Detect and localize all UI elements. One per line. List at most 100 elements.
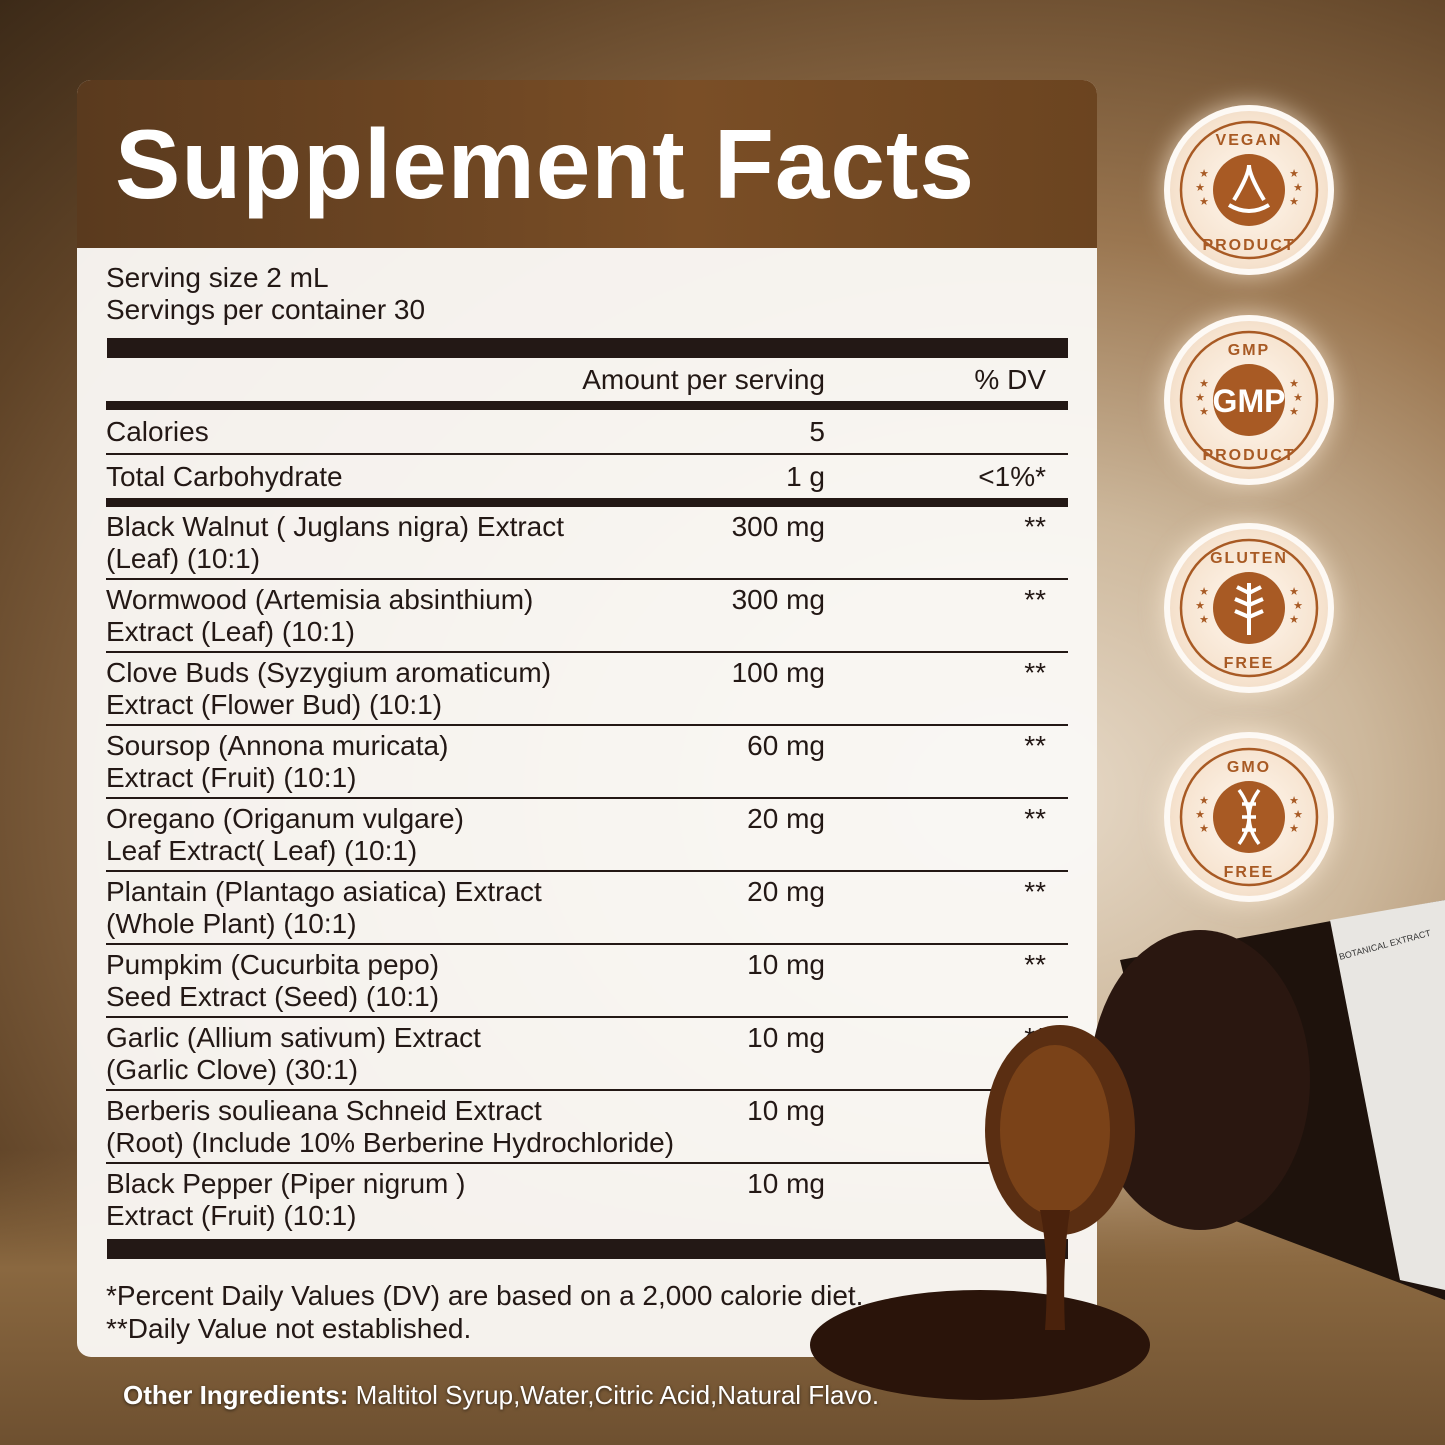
dna-icon <box>1237 788 1261 846</box>
divider <box>107 338 1068 358</box>
svg-text:★: ★ <box>1199 406 1209 418</box>
svg-text:★: ★ <box>1199 795 1209 807</box>
ingredient-row: Oregano (Origanum vulgare) Leaf Extract( … <box>106 799 1068 870</box>
svg-text:★: ★ <box>1289 614 1299 626</box>
ingredient-amount: 20 mg <box>747 876 825 907</box>
svg-text:★: ★ <box>1293 182 1303 194</box>
ingredient-amount: 20 mg <box>747 803 825 834</box>
svg-text:★: ★ <box>1195 392 1205 404</box>
svg-text:★: ★ <box>1195 809 1205 821</box>
ingredient-amount: 300 mg <box>731 511 825 542</box>
divider <box>106 453 1068 455</box>
badge-top-text: GMO <box>1227 759 1271 776</box>
ingredient-amount: 10 mg <box>747 1168 825 1199</box>
nutrient-name: Total Carbohydrate <box>106 460 343 492</box>
nutrient-amount: 5 <box>809 415 825 447</box>
svg-text:★: ★ <box>1195 182 1205 194</box>
divider <box>106 1016 1068 1018</box>
ingredient-part: (Garlic Clove) (30:1) <box>106 1054 359 1085</box>
ingredient-dv: ** <box>1024 1022 1046 1053</box>
ingredient-part: (Whole Plant) (10:1) <box>106 908 357 939</box>
badge-bottom-text: FREE <box>1224 655 1275 672</box>
leaf-hands-icon <box>1227 164 1271 213</box>
ingredient-name: Oregano (Origanum vulgare) <box>106 803 464 834</box>
badge-center-text: GMP <box>1213 383 1286 419</box>
ingredient-name: Black Walnut ( Juglans nigra) Extract <box>106 511 565 542</box>
svg-text:★: ★ <box>1199 378 1209 390</box>
divider <box>106 797 1068 799</box>
svg-text:★: ★ <box>1199 196 1209 208</box>
divider <box>106 578 1068 580</box>
ingredient-part: Leaf Extract( Leaf) (10:1) <box>106 835 418 866</box>
nutrient-amount: 1 g <box>786 460 825 492</box>
servings-per-container: Servings per container 30 <box>106 294 426 325</box>
ingredient-part: Seed Extract (Seed) (10:1) <box>106 981 440 1012</box>
ingredient-name: Plantain (Plantago asiatica) Extract <box>106 876 542 907</box>
ingredient-row: Plantain (Plantago asiatica) Extract (Who… <box>106 872 1068 943</box>
ingredient-amount: 60 mg <box>747 730 825 761</box>
svg-text:★: ★ <box>1289 406 1299 418</box>
divider <box>106 1162 1068 1164</box>
nutrient-row: Total Carbohydrate 1 g <1%* <box>106 455 1068 498</box>
svg-text:★: ★ <box>1293 392 1303 404</box>
nutrient-dv: <1%* <box>978 460 1046 492</box>
divider <box>106 724 1068 726</box>
ingredient-part: Extract (Fruit) (10:1) <box>106 1200 357 1231</box>
column-header: Amount per serving % DV <box>106 358 1068 401</box>
ingredient-amount: 100 mg <box>731 657 825 688</box>
badge-top-text: GLUTEN <box>1210 550 1288 567</box>
divider <box>106 401 1068 410</box>
divider <box>106 498 1068 507</box>
ingredient-dv: ** <box>1024 730 1046 761</box>
ingredient-part: (Leaf) (10:1) <box>106 543 261 574</box>
svg-text:★: ★ <box>1289 586 1299 598</box>
divider <box>106 943 1068 945</box>
ingredient-name: Berberis soulieana Schneid Extract <box>106 1095 542 1126</box>
svg-text:★: ★ <box>1293 809 1303 821</box>
footnote: *Percent Daily Values (DV) are based on … <box>106 1280 864 1311</box>
ingredient-row: Clove Buds (Syzygium aromaticum) Extract … <box>106 653 1068 724</box>
svg-text:★: ★ <box>1199 823 1209 835</box>
svg-text:★: ★ <box>1289 196 1299 208</box>
ingredient-part: Extract (Flower Bud) (10:1) <box>106 689 443 720</box>
ingredient-dv: ** <box>1024 876 1046 907</box>
ingredient-name: Clove Buds (Syzygium aromaticum) <box>106 657 552 688</box>
ingredient-dv: ** <box>1024 803 1046 834</box>
panel-header: Supplement Facts <box>77 80 1097 248</box>
badge-top-text: GMP <box>1228 342 1270 359</box>
svg-text:★: ★ <box>1293 600 1303 612</box>
divider <box>106 1089 1068 1091</box>
svg-text:★: ★ <box>1289 795 1299 807</box>
ingredient-row: Berberis soulieana Schneid Extract (Root)… <box>106 1091 1068 1162</box>
badge-bottom-text: FREE <box>1224 864 1275 881</box>
dv-header: % DV <box>974 363 1046 395</box>
ingredient-name: Pumpkim (Cucurbita pepo) <box>106 949 440 980</box>
svg-text:★: ★ <box>1289 168 1299 180</box>
other-ingredients-value: Maltitol Syrup,Water,Citric Acid,Natural… <box>348 1380 880 1410</box>
nutrient-row: Calories 5 <box>106 410 1068 453</box>
ingredient-dv: ** <box>1024 584 1046 615</box>
ingredient-name: Soursop (Annona muricata) <box>106 730 449 761</box>
ingredient-part: (Root) (Include 10% Berberine Hydrochlor… <box>106 1127 675 1158</box>
ingredient-row: Soursop (Annona muricata) Extract (Fruit)… <box>106 726 1068 797</box>
panel-title: Supplement Facts <box>115 108 976 219</box>
ingredient-row: Pumpkim (Cucurbita pepo) Seed Extract (Se… <box>106 945 1068 1016</box>
other-ingredients: Other Ingredients: Maltitol Syrup,Water,… <box>123 1380 879 1411</box>
amount-header: Amount per serving <box>582 363 825 395</box>
ingredient-dv: ** <box>1024 949 1046 980</box>
nutrient-name: Calories <box>106 415 209 447</box>
badge-bottom-text: PRODUCT <box>1202 237 1295 254</box>
badge-bottom-text: PRODUCT <box>1202 447 1295 464</box>
supplement-facts-panel: Supplement Facts Serving size 2 mL Servi… <box>77 80 1097 1357</box>
divider <box>106 651 1068 653</box>
wheat-icon <box>1234 583 1264 635</box>
svg-text:★: ★ <box>1195 600 1205 612</box>
ingredient-dv: ** <box>1024 511 1046 542</box>
svg-text:★: ★ <box>1199 168 1209 180</box>
divider <box>106 870 1068 872</box>
ingredient-amount: 10 mg <box>747 1095 825 1126</box>
svg-text:★: ★ <box>1289 378 1299 390</box>
badge-gmo: ★ ★ ★ ★ ★ ★ GMO FREE <box>1164 732 1334 902</box>
ingredient-row: Wormwood (Artemisia absinthium) Extract (… <box>106 580 1068 651</box>
ingredient-amount: 10 mg <box>747 949 825 980</box>
